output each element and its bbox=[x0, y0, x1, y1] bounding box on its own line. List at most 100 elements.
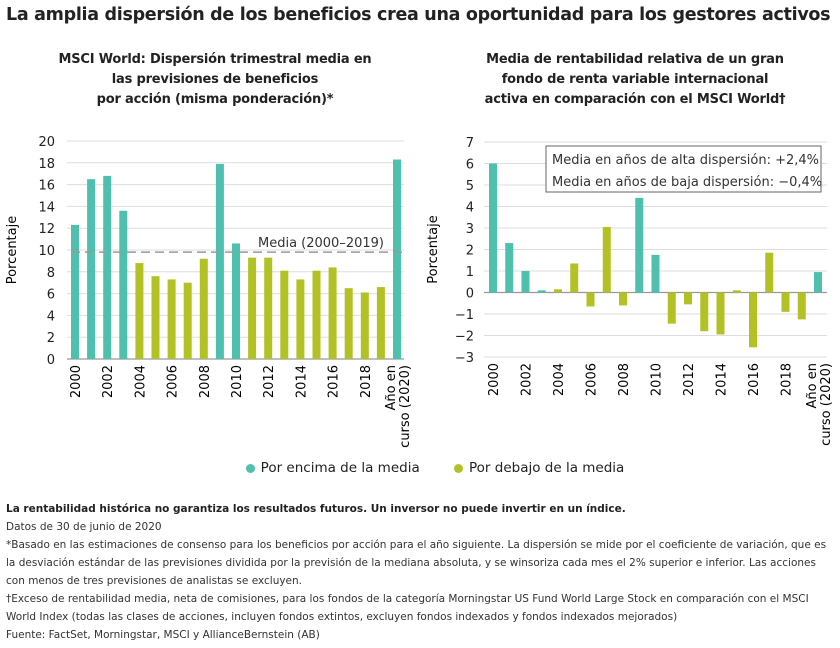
x-tick-label: 2018 bbox=[780, 363, 795, 396]
x-tick-label: 2008 bbox=[198, 365, 213, 398]
bar-2001 bbox=[87, 179, 96, 359]
bar-2008 bbox=[199, 258, 208, 359]
x-tick-label: 2018 bbox=[359, 365, 374, 398]
y-tick-label: 20 bbox=[38, 135, 55, 150]
bar-2017 bbox=[344, 288, 353, 359]
annotation-box bbox=[545, 145, 822, 193]
data-date: Datos de 30 de junio de 2020 bbox=[6, 521, 162, 533]
legend: Por encima de la media Por debajo de la … bbox=[0, 460, 840, 476]
x-tick-label: Año en bbox=[384, 365, 399, 410]
left-title-line: MSCI World: Dispersión trimestral media … bbox=[58, 52, 372, 67]
bar-2007 bbox=[602, 226, 611, 293]
bar-2013 bbox=[700, 292, 709, 332]
legend-swatch-below bbox=[454, 463, 464, 473]
bar-2014 bbox=[716, 292, 725, 335]
x-tick-label: 2010 bbox=[230, 365, 245, 398]
y-tick-label: 4 bbox=[47, 309, 55, 324]
x-tick-label: 2016 bbox=[327, 365, 342, 398]
y-tick-label: 18 bbox=[38, 157, 55, 172]
y-tick-label: 1 bbox=[466, 265, 474, 280]
bar-2008 bbox=[619, 292, 627, 306]
annotation-text: Media en años de baja dispersión: −0,4% bbox=[552, 175, 822, 190]
bar-2013 bbox=[280, 270, 289, 359]
bar-Año en curso (2020) bbox=[814, 272, 822, 293]
legend-label-below: Por debajo de la media bbox=[469, 460, 625, 476]
left-title-line: las previsiones de beneficios bbox=[111, 72, 319, 87]
bar-2010 bbox=[651, 254, 660, 293]
disclaimer: La rentabilidad histórica no garantiza l… bbox=[6, 503, 626, 515]
left-title-line: por acción (misma ponderación)* bbox=[96, 92, 334, 107]
bar-2016 bbox=[749, 292, 757, 348]
x-tick-label: 2012 bbox=[262, 365, 277, 398]
x-tick-label: 2000 bbox=[487, 363, 502, 396]
x-tick-label: 2006 bbox=[585, 363, 600, 396]
bar-2000 bbox=[71, 224, 79, 359]
y-tick-label: 6 bbox=[47, 288, 55, 303]
x-tick-label: 2008 bbox=[617, 363, 632, 396]
y-tick-label: 8 bbox=[47, 266, 55, 281]
y-tick-label: 2 bbox=[466, 244, 474, 259]
x-tick-label: 2006 bbox=[166, 365, 181, 398]
bar-2002 bbox=[103, 175, 112, 359]
bar-2017 bbox=[765, 252, 774, 293]
legend-swatch-above bbox=[245, 463, 255, 473]
bar-2018 bbox=[360, 292, 369, 359]
right-title-line: activa en comparación con el MSCI World† bbox=[484, 92, 786, 107]
bar-2012 bbox=[684, 292, 692, 305]
bar-2007 bbox=[183, 282, 192, 359]
footnotes: La rentabilidad histórica no garantiza l… bbox=[6, 500, 834, 644]
y-tick-label: 7 bbox=[466, 136, 474, 151]
bar-2004 bbox=[135, 263, 144, 359]
x-tick-label: 2002 bbox=[520, 363, 535, 396]
x-tick-label: 2016 bbox=[747, 363, 762, 396]
bar-2006 bbox=[586, 292, 595, 307]
footnote-star: *Basado en las estimaciones de consenso … bbox=[6, 539, 827, 587]
y-tick-label: 0 bbox=[466, 287, 474, 302]
bar-2011 bbox=[667, 292, 676, 324]
x-tick-label: 2012 bbox=[682, 363, 697, 396]
x-tick-label: 2004 bbox=[133, 365, 148, 398]
y-axis-label: Porcentaje bbox=[5, 216, 20, 284]
x-tick-label: curso (2020) bbox=[819, 363, 834, 446]
bar-2005 bbox=[570, 263, 579, 293]
y-tick-label: 2 bbox=[47, 331, 55, 346]
bar-2000 bbox=[489, 163, 497, 293]
y-tick-label: 3 bbox=[466, 222, 474, 237]
legend-label-above: Por encima de la media bbox=[260, 460, 420, 476]
x-tick-label: 2004 bbox=[552, 363, 567, 396]
bar-Año en curso (2020) bbox=[393, 159, 401, 359]
y-tick-label: 5 bbox=[466, 179, 474, 194]
right-title-line: Media de rentabilidad relativa de un gra… bbox=[486, 52, 784, 67]
bar-2001 bbox=[505, 243, 514, 293]
y-tick-label: 12 bbox=[38, 222, 55, 237]
y-tick-label: 6 bbox=[466, 158, 474, 173]
x-tick-label: 2014 bbox=[715, 363, 730, 396]
bar-2019 bbox=[376, 287, 385, 359]
bar-2011 bbox=[248, 257, 257, 359]
y-tick-label: 4 bbox=[466, 201, 474, 216]
x-tick-label: 2014 bbox=[294, 365, 309, 398]
bar-2019 bbox=[797, 292, 806, 320]
x-tick-label: curso (2020) bbox=[398, 365, 413, 448]
bar-2009 bbox=[215, 163, 224, 359]
y-tick-label: −2 bbox=[455, 330, 474, 345]
bar-2014 bbox=[296, 279, 305, 359]
right-chart-title: Media de rentabilidad relativa de un gra… bbox=[450, 50, 820, 110]
left-chart-title: MSCI World: Dispersión trimestral media … bbox=[40, 50, 390, 110]
bar-2016 bbox=[328, 267, 337, 359]
bar-2012 bbox=[264, 257, 273, 359]
mean-line-label: Media (2000–2019) bbox=[258, 236, 384, 251]
bar-2003 bbox=[119, 210, 128, 359]
x-tick-label: 2000 bbox=[69, 365, 84, 398]
bar-2015 bbox=[732, 290, 741, 293]
x-tick-label: 2002 bbox=[101, 365, 116, 398]
y-tick-label: −3 bbox=[455, 351, 474, 366]
x-tick-label: 2010 bbox=[650, 363, 665, 396]
bar-2009 bbox=[635, 197, 644, 293]
bar-2005 bbox=[151, 276, 160, 359]
annotation-text: Media en años de alta dispersión: +2,4% bbox=[552, 153, 819, 168]
source: Fuente: FactSet, Morningstar, MSCI y All… bbox=[6, 629, 320, 641]
y-tick-label: 14 bbox=[38, 200, 55, 215]
y-tick-label: 16 bbox=[38, 179, 55, 194]
